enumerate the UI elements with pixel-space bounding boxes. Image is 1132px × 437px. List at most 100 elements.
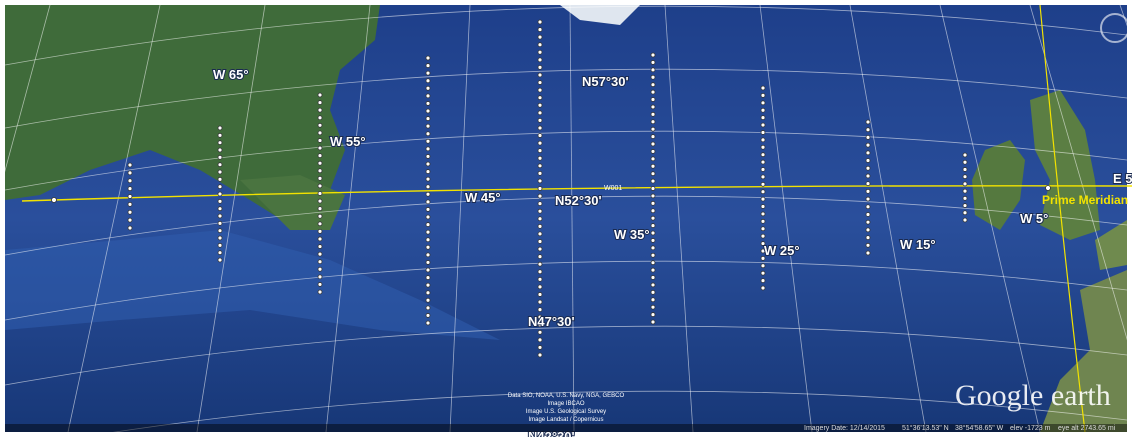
meridian [0,4,51,191]
attribution: Image Landsat / Copernicus [528,417,603,423]
waypoint [537,34,543,40]
waypoint [317,115,323,121]
waypoint [425,154,431,159]
waypoint [865,181,871,187]
waypoint [650,60,656,65]
waypoint [760,93,766,98]
waypoint [317,100,323,105]
waypoint [537,125,543,131]
waypoint [127,217,133,223]
waypoint [425,78,431,84]
waypoint [425,252,431,258]
waypoint [317,175,323,181]
waypoint [537,178,543,184]
waypoint [537,42,543,48]
waypoint [425,290,431,296]
path-label: W001 [604,185,622,192]
waypoint [760,263,766,269]
waypoint [537,254,543,260]
waypoint [650,289,656,295]
waypoint [425,267,431,273]
waypoint [537,216,543,222]
waypoint [650,215,656,221]
attribution: Image IBCAO [547,401,584,407]
meridian [325,4,371,433]
waypoint [537,231,543,237]
waypoint [537,201,543,207]
latitude: 51°36'13.53" N [902,424,949,432]
waypoint [650,282,656,288]
waypoint [962,217,968,223]
waypoint [425,123,431,129]
waypoint [962,188,968,194]
parallel [80,390,1128,437]
grid-label: E 5 [1113,171,1132,186]
waypoint [425,237,431,243]
waypoint [425,176,431,182]
waypoint [317,168,323,174]
waypoint [425,260,431,265]
waypoint [650,312,656,317]
waypoint [317,153,323,159]
shelf [5,230,500,340]
waypoint [650,97,656,102]
waypoint [537,284,543,290]
waypoint [317,130,323,136]
waypoint [865,150,871,156]
waypoint [537,322,543,328]
waypoint [317,274,323,280]
status-bar [5,424,1127,432]
waypoint [650,193,656,199]
waypoint [317,122,323,128]
grid-label: W 45° [465,190,501,205]
waypoint [217,154,223,160]
waypoint [51,197,57,203]
waypoint [537,186,543,191]
waypoint [650,238,656,243]
waypoint [760,167,766,172]
waypoint [127,194,133,199]
waypoint [425,108,431,114]
waypoint [650,304,656,310]
grid-label: W 25° [764,243,800,258]
waypoint [425,207,431,212]
waypoint [760,248,766,254]
waypoint [217,147,223,153]
waypoint [317,236,323,242]
waypoint [650,74,656,80]
grid-label: W 35° [614,227,650,242]
waypoint [760,233,766,239]
waypoint [425,191,431,197]
parallel [4,68,1128,129]
waypoint [760,122,766,128]
compass[interactable] [1100,13,1130,43]
waypoint [537,133,543,138]
waypoint [537,148,543,154]
waypoint [760,85,766,91]
waypoint [317,213,323,219]
meridian [569,4,575,433]
waypoint [217,220,223,226]
waypoint [865,142,871,148]
waypoint [217,242,223,248]
waypoint [537,246,543,252]
waypoint [865,250,871,256]
waypoint [127,201,133,207]
meridian [664,4,694,433]
waypoint [650,223,656,228]
waypoint [962,152,968,158]
grid-label: W 65° [213,67,249,82]
waypoint [537,87,543,93]
waypoint [537,57,543,63]
imagery-date: Imagery Date: 12/14/2015 [804,425,885,432]
waypoint [650,104,656,110]
eye-altitude: eye alt 2743.65 mi [1058,425,1116,432]
ireland-land [972,140,1025,230]
waypoint [865,235,871,240]
waypoint [425,169,431,174]
waypoint [650,163,656,169]
waypoint [317,191,323,196]
waypoint [650,297,656,303]
waypoint [425,214,431,220]
